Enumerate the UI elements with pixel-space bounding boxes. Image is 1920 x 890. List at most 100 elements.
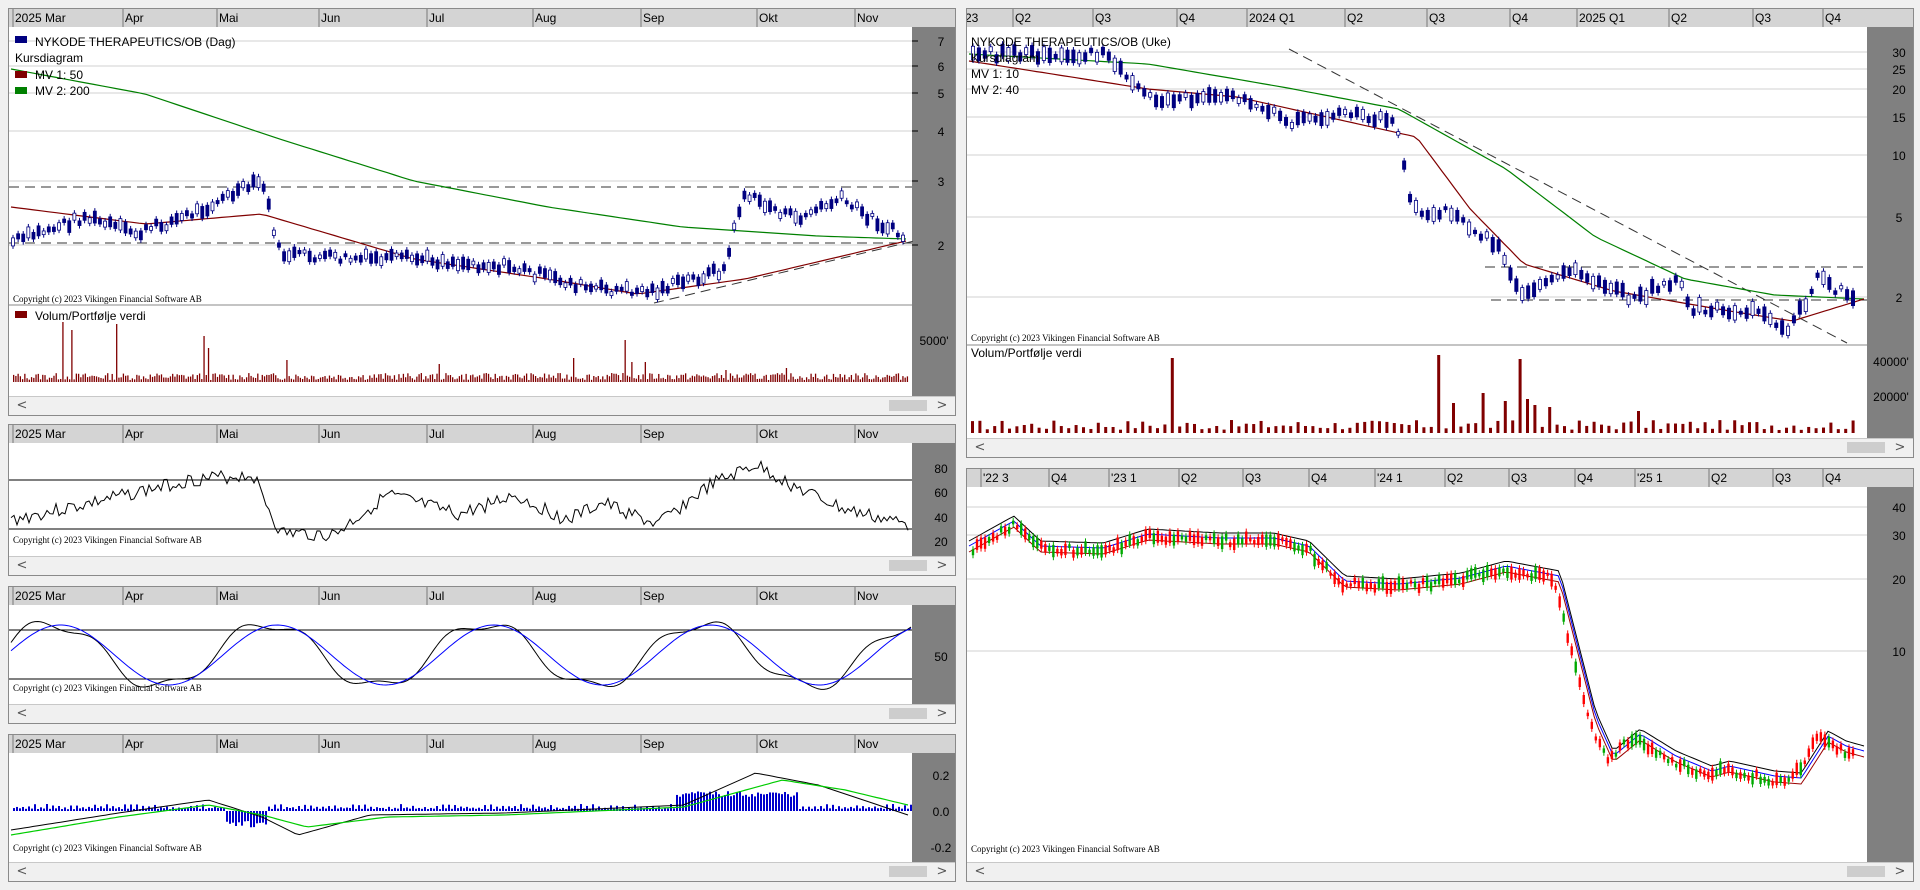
volume-bar: [1592, 421, 1596, 433]
volume-bar: [1148, 425, 1152, 433]
candle-body: [307, 250, 312, 263]
rsi-scrollbar[interactable]: < >: [9, 556, 955, 575]
candle-body: [1835, 746, 1839, 755]
macd-histogram-bar: [232, 811, 234, 823]
scroll-left-icon[interactable]: <: [974, 864, 986, 879]
candle-body: [1130, 75, 1135, 91]
scroll-thumb[interactable]: [889, 560, 927, 571]
candle-body: [266, 198, 271, 210]
candle-body: [1207, 87, 1212, 103]
volume-bar: [848, 377, 850, 382]
volume-bar: [95, 376, 98, 382]
scroll-right-icon[interactable]: >: [936, 864, 948, 879]
volume-bar: [230, 379, 232, 382]
volume-bar: [599, 379, 602, 382]
volume-bar: [978, 420, 982, 433]
candle-body: [1699, 768, 1702, 774]
price-axis-label: 6: [938, 60, 945, 74]
volume-bar: [313, 376, 315, 382]
scroll-thumb[interactable]: [889, 400, 927, 411]
scroll-right-icon[interactable]: >: [1894, 440, 1906, 455]
volume-bar: [420, 373, 422, 382]
volume-bar: [835, 376, 837, 382]
scroll-left-icon[interactable]: <: [16, 864, 28, 879]
daily-macd-panel[interactable]: 2025 Mar Apr Mai Jun Jul Aug Sep Okt Nov 0.2 0.0 -0…: [8, 734, 956, 882]
price-axis-label: 4: [938, 125, 945, 139]
candle-body: [983, 537, 987, 549]
weekly-scrollbar[interactable]: < >: [967, 438, 1913, 457]
scroll-thumb[interactable]: [1847, 442, 1885, 453]
macd-scrollbar[interactable]: < >: [9, 862, 955, 881]
candle-body: [1349, 583, 1352, 587]
stoch-d-line: [10, 624, 912, 686]
macd-histogram-bar: [223, 808, 225, 811]
macd-histogram-bar: [295, 809, 297, 811]
volume-bar: [82, 374, 84, 382]
macd-histogram-bar: [313, 808, 315, 811]
candle-body: [225, 190, 230, 198]
scroll-left-icon[interactable]: <: [16, 398, 28, 413]
volume-bar: [393, 375, 396, 382]
macd-histogram-bar: [436, 806, 438, 811]
macd-histogram-bar: [253, 811, 255, 828]
volume-bar: [1089, 428, 1093, 433]
scroll-right-icon[interactable]: >: [1894, 864, 1906, 879]
period-label: Q3: [1775, 471, 1791, 485]
scroll-thumb[interactable]: [889, 866, 927, 877]
daily-price-scrollbar[interactable]: < >: [9, 396, 955, 415]
candle-body: [164, 224, 169, 232]
candle-body: [619, 286, 624, 291]
month-label: Apr: [125, 427, 144, 441]
volume-bar: [1052, 420, 1056, 433]
macd-histogram-bar: [814, 806, 816, 811]
stochastic-scrollbar[interactable]: < >: [9, 704, 955, 723]
scroll-left-icon[interactable]: <: [16, 558, 28, 573]
scroll-left-icon[interactable]: <: [974, 440, 986, 455]
scroll-right-icon[interactable]: >: [936, 706, 948, 721]
candle-body: [1128, 534, 1131, 545]
candle-body: [1687, 764, 1690, 775]
volume-bar: [187, 376, 190, 382]
scroll-thumb[interactable]: [889, 708, 927, 719]
long-term-price-panel[interactable]: '22 3 Q4'23 1 Q2 Q3 Q4'24 1 Q2 Q3 Q4'25 1 Q2 Q3 Q4…: [966, 468, 1914, 882]
candle-body: [860, 206, 864, 217]
daily-rsi-panel[interactable]: 2025 Mar Apr Mai Jun Jul Aug Sep Okt Nov 80 60 40 20…: [8, 424, 956, 576]
candle-body: [975, 539, 979, 550]
candle-body: [394, 252, 399, 258]
volume-bar: [53, 375, 55, 382]
volume-bar: [653, 378, 655, 382]
scroll-thumb[interactable]: [1847, 866, 1885, 877]
macd-histogram-bar: [109, 808, 111, 811]
macd-histogram-bar: [499, 808, 501, 811]
volume-bar: [1585, 425, 1589, 433]
scroll-left-icon[interactable]: <: [16, 706, 28, 721]
month-label: 2025 Mar: [15, 589, 66, 603]
volume-bar: [689, 377, 691, 382]
volume-bar: [207, 348, 210, 382]
candle-body: [696, 276, 701, 287]
volume-bar: [409, 376, 411, 382]
scroll-right-icon[interactable]: >: [936, 398, 948, 413]
period-label: Q3: [1511, 471, 1527, 485]
candle-body: [1192, 534, 1196, 546]
volume-bar: [127, 375, 129, 382]
macd-histogram-bar: [376, 807, 378, 811]
volume-bar: [552, 375, 555, 382]
month-label: Okt: [759, 737, 778, 751]
month-label: Apr: [125, 737, 144, 751]
candle-body: [1425, 576, 1429, 588]
candle-body: [1585, 273, 1590, 283]
daily-stochastic-panel[interactable]: 2025 Mar Apr Mai Jun Jul Aug Sep Okt Nov 50 Copyri…: [8, 586, 956, 724]
scroll-right-icon[interactable]: >: [936, 558, 948, 573]
daily-price-panel[interactable]: 2025 Mar Apr Mai Jun Jul Aug Sep Okt Nov 7 6 5 4 3 2 NY…: [8, 8, 956, 416]
long-term-scrollbar[interactable]: < >: [967, 862, 1913, 881]
macd-histogram-bar: [787, 794, 789, 811]
candle-body: [1775, 772, 1778, 786]
candle-body: [425, 249, 430, 262]
macd-histogram-bar: [742, 795, 744, 811]
macd-histogram-bar: [622, 806, 624, 811]
candle-body: [466, 258, 471, 271]
macd-histogram-bar: [208, 807, 210, 811]
copyright-text: Copyright (c) 2023 Vikingen Financial So…: [13, 294, 202, 304]
